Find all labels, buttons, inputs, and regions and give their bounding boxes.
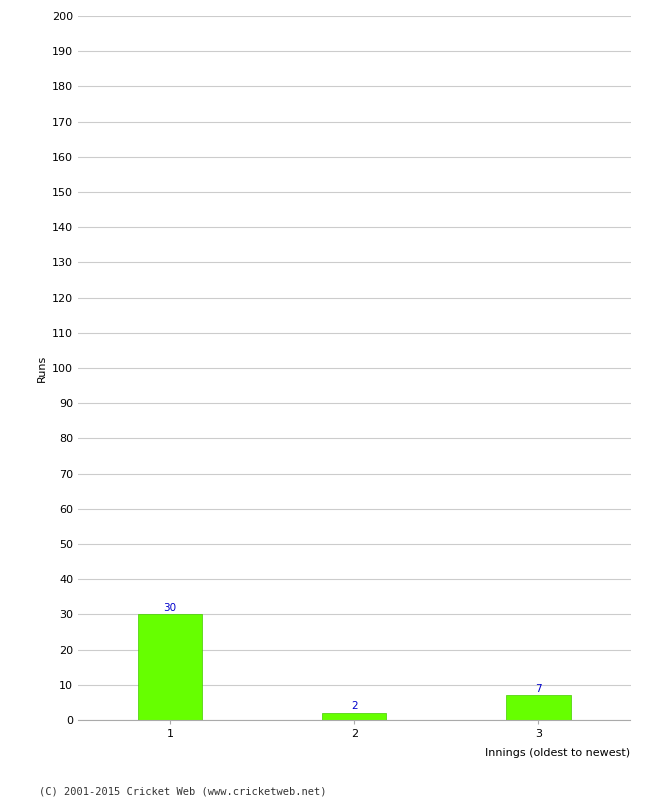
Bar bbox=[322, 713, 387, 720]
Bar bbox=[506, 695, 571, 720]
Y-axis label: Runs: Runs bbox=[36, 354, 46, 382]
Text: 2: 2 bbox=[351, 701, 358, 711]
Text: 30: 30 bbox=[164, 602, 177, 613]
Text: 7: 7 bbox=[535, 683, 541, 694]
Bar bbox=[138, 614, 202, 720]
Text: Innings (oldest to newest): Innings (oldest to newest) bbox=[486, 748, 630, 758]
Text: (C) 2001-2015 Cricket Web (www.cricketweb.net): (C) 2001-2015 Cricket Web (www.cricketwe… bbox=[39, 786, 326, 796]
